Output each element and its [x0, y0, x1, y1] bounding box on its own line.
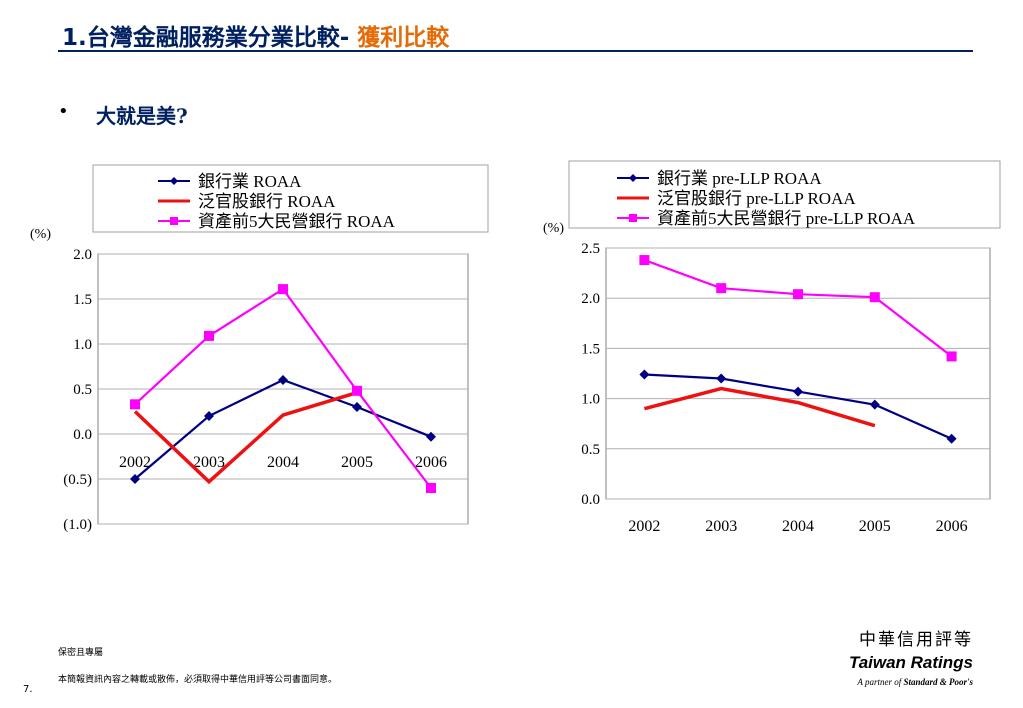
- slide-title-highlight: 獲利比較: [349, 24, 450, 51]
- chart2-ytick-label-1: 2.0: [581, 291, 600, 307]
- chart2-legend-label-2: 資產前5大民營銀行 pre-LLP ROAA: [657, 209, 916, 228]
- chart1-point-2-2: [278, 284, 288, 295]
- chart1-xtick-label-2: 2004: [267, 454, 299, 471]
- chart2-point-2-0: [639, 255, 650, 266]
- chart2-point-0-4: [946, 433, 957, 444]
- chart1-point-2-4: [426, 483, 436, 493]
- chart1-legend-label-1: 泛官股銀行 ROAA: [198, 192, 336, 211]
- chart2-ytick-label-2: 1.5: [581, 341, 600, 357]
- chart2-plot-area: [605, 247, 991, 500]
- chart2-point-0-1: [716, 373, 727, 384]
- chart1-legend-box: [92, 164, 489, 233]
- chart1-xtick-label-3: 2005: [341, 454, 373, 471]
- chart1-point-0-4: [426, 431, 436, 442]
- chart2-xtick-label-4: 2006: [936, 518, 968, 535]
- chart1-point-0-0: [130, 474, 140, 484]
- chart2-ytick-label-0: 2.5: [581, 241, 600, 257]
- chart2-point-2-4: [946, 351, 957, 362]
- chart2-point-2-1: [716, 283, 727, 294]
- chart2-legend-label-0: 銀行業 pre-LLP ROAA: [657, 169, 822, 188]
- chart1-point-2-1: [204, 330, 214, 341]
- chart1-ytick-label-0: 2.0: [73, 247, 92, 263]
- chart1-legend-label-2: 資產前5大民營銀行 ROAA: [198, 212, 396, 231]
- chart1-series-line-1: [133, 390, 358, 485]
- chart1-ytick-label-1: 1.5: [73, 292, 92, 308]
- chart1-ytick-label-2: 1.0: [73, 337, 92, 353]
- logo-tagline-brand: Standard & Poor's: [903, 677, 973, 687]
- chart2-point-0-3: [869, 399, 880, 410]
- taiwan-ratings-logo: 中華信用評等 Taiwan Ratings A partner of Stand…: [849, 625, 973, 687]
- chart1-legend-marker-0: [170, 177, 178, 185]
- chart1-xtick-label-1: 2003: [193, 454, 225, 471]
- chart2-xtick-label-0: 2002: [628, 518, 660, 535]
- chart1-point-2-0: [130, 399, 140, 410]
- chart2-ytick-label-5: 0.0: [581, 492, 600, 508]
- chart2-legend-box: [568, 160, 1001, 229]
- logo-chinese: 中華信用評等: [859, 630, 973, 650]
- chart2-xtick-label-2: 2004: [782, 518, 814, 535]
- chart2-point-0-2: [793, 386, 803, 397]
- logo-tagline-prefix: A partner of: [857, 677, 902, 687]
- title-underline: [58, 50, 973, 52]
- chart2-legend-marker-2: [629, 214, 637, 222]
- chart2-unit-label: (%): [543, 221, 564, 236]
- chart2-point-0-0: [639, 369, 650, 380]
- chart1-xtick-label-4: 2006: [415, 454, 447, 471]
- footer-note: 本簡報資訊內容之轉載或散佈，必須取得中華信用評等公司書面同意。: [58, 675, 338, 685]
- chart1-legend-label-0: 銀行業 ROAA: [198, 172, 302, 191]
- chart2-ytick-label-4: 0.5: [581, 442, 600, 458]
- page-number: 7.: [23, 684, 33, 695]
- chart1-legend-marker-2: [170, 217, 178, 225]
- bullet-text: 大就是美?: [96, 104, 188, 128]
- chart2-xtick-label-1: 2003: [705, 518, 737, 535]
- chart2-legend-marker-0: [629, 174, 637, 182]
- chart1-unit-label: (%): [30, 227, 51, 242]
- chart2-legend-label-1: 泛官股銀行 pre-LLP ROAA: [657, 189, 856, 208]
- chart2-point-2-3: [869, 292, 880, 303]
- chart1-ytick-label-5: (0.5): [63, 472, 92, 488]
- chart2-series-line-1: [643, 386, 876, 428]
- chart1-point-0-3: [352, 402, 362, 412]
- bullet-dot: •: [58, 101, 69, 122]
- footer-confidential: 保密且專屬: [58, 648, 104, 658]
- logo-tagline: A partner of Standard & Poor's: [849, 677, 973, 687]
- chart1-point-0-1: [204, 411, 214, 421]
- chart1-ytick-label-6: (1.0): [63, 517, 92, 533]
- logo-english: Taiwan Ratings: [848, 653, 973, 672]
- chart1-ytick-label-3: 0.5: [73, 382, 92, 398]
- chart1-ytick-label-4: 0.0: [73, 427, 92, 443]
- chart1-point-2-3: [352, 385, 362, 396]
- chart2-xtick-label-3: 2005: [859, 518, 891, 535]
- chart1-point-0-2: [278, 375, 288, 385]
- chart1-xtick-label-0: 2002: [119, 454, 151, 471]
- slide-title-main: 1.台灣金融服務業分業比較-: [62, 25, 350, 51]
- chart2-ytick-label-3: 1.0: [581, 392, 600, 408]
- chart2-point-2-2: [793, 289, 803, 300]
- slide-title: 1.台灣金融服務業分業比較- 獲利比較: [62, 18, 449, 52]
